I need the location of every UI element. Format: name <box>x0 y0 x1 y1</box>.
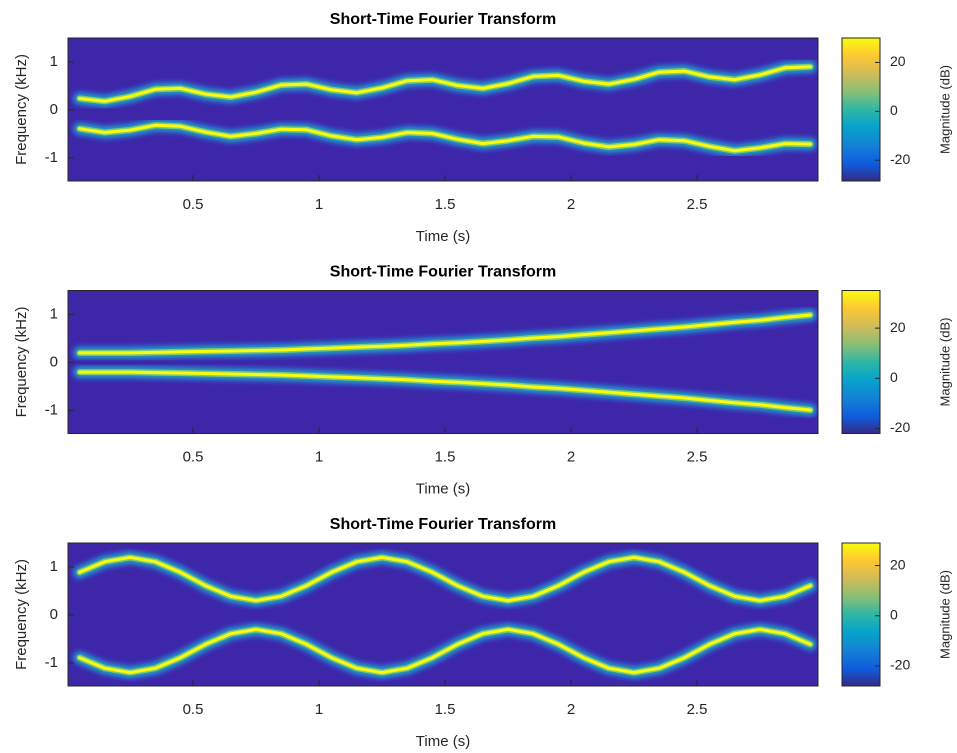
y-tick-label: 1 <box>50 305 58 322</box>
x-tick-label: 1.5 <box>435 448 456 465</box>
x-tick-label: 2.5 <box>687 196 708 213</box>
colorbar <box>841 290 881 434</box>
ridges <box>71 307 818 418</box>
colorbar-label: Magnitude (dB) <box>937 65 952 154</box>
y-axis-label: Frequency (kHz) <box>13 54 30 165</box>
colorbar-tick-label: 20 <box>890 556 906 572</box>
x-tick-label: 2.5 <box>687 701 708 718</box>
chart-title: Short-Time Fourier Transform <box>330 264 556 281</box>
y-tick-label: 0 <box>50 101 58 118</box>
y-tick-label: 1 <box>50 558 58 575</box>
colorbar-tick-label: 0 <box>890 606 898 622</box>
colorbar-label: Magnitude (dB) <box>937 318 952 407</box>
chart-title: Short-Time Fourier Transform <box>330 11 556 28</box>
ridges <box>71 549 818 681</box>
y-tick-label: 0 <box>50 353 58 370</box>
colorbar-tick-label: -20 <box>890 419 910 435</box>
colorbar-tick-label: -20 <box>890 657 910 673</box>
x-axis-label: Time (s) <box>416 733 470 750</box>
chart-title: Short-Time Fourier Transform <box>330 516 556 533</box>
colorbar-tick-label: 20 <box>890 319 906 335</box>
y-tick-label: -1 <box>45 401 58 418</box>
ridge-core <box>78 123 812 153</box>
x-tick-label: 2 <box>567 701 575 718</box>
colorbar-tick-label: 0 <box>890 369 898 385</box>
ridge-core <box>78 370 812 412</box>
colorbar-tick-label: -20 <box>890 151 910 167</box>
colorbar-tick-label: 20 <box>890 53 906 69</box>
x-tick-label: 0.5 <box>183 448 204 465</box>
x-tick-label: 1.5 <box>435 701 456 718</box>
x-tick-label: 2 <box>567 448 575 465</box>
ridge-core <box>78 627 812 675</box>
x-tick-label: 1.5 <box>435 196 456 213</box>
x-axis-label: Time (s) <box>416 480 470 497</box>
y-axis-label: Frequency (kHz) <box>13 307 30 418</box>
y-tick-label: -1 <box>45 654 58 671</box>
y-tick-label: 1 <box>50 53 58 70</box>
plot-background <box>68 38 818 181</box>
x-tick-label: 0.5 <box>183 701 204 718</box>
x-tick-label: 1 <box>315 196 323 213</box>
y-tick-label: -1 <box>45 149 58 166</box>
colorbar-label: Magnitude (dB) <box>937 570 952 659</box>
colorbar-tick-label: 0 <box>890 102 898 118</box>
colorbar <box>841 542 881 687</box>
ridge-core <box>78 555 812 603</box>
plot-background <box>68 290 818 434</box>
x-tick-label: 2 <box>567 196 575 213</box>
y-tick-label: 0 <box>50 606 58 623</box>
x-tick-label: 1 <box>315 701 323 718</box>
ridge-core <box>78 65 812 103</box>
ridges <box>71 58 818 159</box>
ridge-core <box>78 313 812 355</box>
x-tick-label: 0.5 <box>183 196 204 213</box>
y-axis-label: Frequency (kHz) <box>13 559 30 670</box>
x-axis-label: Time (s) <box>416 228 470 245</box>
x-tick-label: 1 <box>315 448 323 465</box>
colorbar <box>841 37 881 182</box>
x-tick-label: 2.5 <box>687 448 708 465</box>
